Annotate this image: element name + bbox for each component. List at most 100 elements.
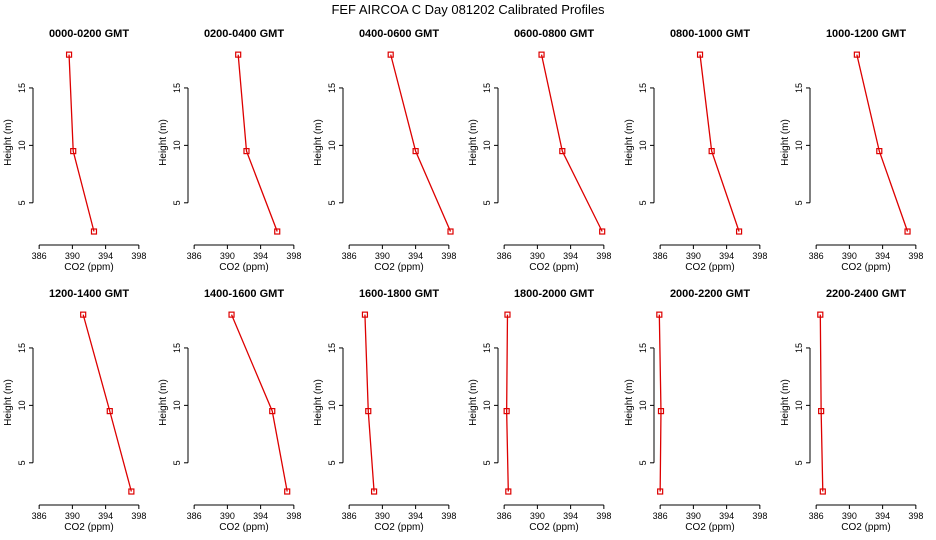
profile-point: [284, 488, 291, 495]
panel-4: 0800-1000 GMT 386 390 394 398 CO2 (ppm) 5 10 15 H…: [624, 28, 767, 273]
profile-point: [696, 51, 704, 58]
y-tick-label: 15: [482, 83, 492, 93]
y-tick-label: 15: [638, 343, 648, 353]
y-tick-label: 5: [794, 460, 804, 465]
x-tick-label: 390: [686, 511, 701, 521]
profile-line: [540, 54, 603, 232]
panel-title: 1000-1200 GMT: [826, 28, 906, 40]
panel-9: 1800-2000 GMT 386 390 394 398 CO2 (ppm) 5 10 15 H…: [468, 288, 611, 533]
y-tick-label: 15: [172, 83, 182, 93]
panel-0: 0000-0200 GMT 386 390 394 398 CO2 (ppm) 5 10 15 H…: [3, 28, 146, 273]
profile-line: [819, 314, 824, 492]
y-tick-label: 15: [482, 343, 492, 353]
profile-point: [243, 148, 250, 155]
profile-point: [853, 51, 860, 58]
x-tick-label: 398: [596, 251, 611, 261]
profile-point: [503, 408, 510, 415]
y-axis-label: Height (m): [624, 119, 635, 166]
x-tick-label: 390: [220, 251, 235, 261]
y-tick-label: 5: [638, 200, 648, 205]
x-tick-label: 394: [253, 511, 268, 521]
panel-2: 0400-0600 GMT 386 390 394 398 CO2 (ppm) 5 10 15 H…: [313, 28, 456, 273]
x-tick-label: 386: [32, 251, 47, 261]
y-tick-label: 5: [327, 460, 337, 465]
profile-point: [818, 408, 825, 415]
y-tick-label: 10: [482, 400, 492, 410]
y-axis-label: Height (m): [468, 119, 479, 166]
profile-point: [365, 408, 372, 415]
x-tick-label: 398: [286, 251, 301, 261]
x-tick-label: 386: [187, 511, 202, 521]
profile-point: [106, 408, 113, 415]
x-tick-label: 386: [342, 251, 357, 261]
profile-point: [657, 488, 664, 495]
y-tick-label: 10: [17, 140, 27, 150]
y-tick-label: 5: [17, 200, 27, 205]
x-tick-label: 386: [187, 251, 202, 261]
x-axis-label: CO2 (ppm): [685, 262, 734, 273]
x-tick-label: 386: [809, 511, 824, 521]
x-tick-label: 390: [842, 251, 857, 261]
x-tick-label: 398: [752, 511, 767, 521]
x-tick-label: 394: [875, 251, 890, 261]
y-axis-label: Height (m): [313, 119, 324, 166]
x-tick-label: 386: [342, 511, 357, 521]
x-tick-label: 394: [719, 511, 734, 521]
y-tick-label: 5: [172, 200, 182, 205]
profile-point: [274, 228, 281, 235]
x-axis-label: CO2 (ppm): [529, 522, 578, 533]
panel-title: 1200-1400 GMT: [49, 288, 129, 300]
y-tick-label: 10: [17, 400, 27, 410]
profile-point: [228, 311, 235, 318]
x-tick-label: 394: [875, 511, 890, 521]
x-tick-label: 390: [530, 511, 545, 521]
y-tick-label: 15: [794, 343, 804, 353]
profile-line: [505, 314, 509, 492]
profile-point: [876, 148, 883, 155]
x-tick-label: 398: [131, 511, 146, 521]
x-tick-label: 390: [375, 511, 390, 521]
x-axis-label: CO2 (ppm): [374, 522, 423, 533]
x-tick-label: 390: [530, 251, 545, 261]
y-tick-label: 15: [327, 343, 337, 353]
x-tick-label: 386: [653, 251, 668, 261]
x-tick-label: 390: [842, 511, 857, 521]
x-tick-label: 386: [497, 251, 512, 261]
profile-point: [559, 148, 566, 155]
y-tick-label: 5: [482, 460, 492, 465]
y-axis-label: Height (m): [624, 379, 635, 426]
panel-5: 1000-1200 GMT 386 390 394 398 CO2 (ppm) 5 10 15 H…: [780, 28, 923, 273]
y-tick-label: 10: [327, 400, 337, 410]
x-tick-label: 386: [653, 511, 668, 521]
y-tick-label: 10: [482, 140, 492, 150]
x-axis-label: CO2 (ppm): [685, 522, 734, 533]
profile-point: [90, 228, 98, 235]
panel-3: 0600-0800 GMT 386 390 394 398 CO2 (ppm) 5 10 15 H…: [468, 28, 611, 273]
x-axis-label: CO2 (ppm): [529, 262, 578, 273]
x-axis-label: CO2 (ppm): [64, 522, 113, 533]
y-axis-label: Height (m): [313, 379, 324, 426]
x-tick-label: 398: [286, 511, 301, 521]
y-tick-label: 15: [172, 343, 182, 353]
profile-point: [370, 488, 378, 495]
panel-title: 1600-1800 GMT: [359, 288, 439, 300]
profile-point: [65, 51, 73, 58]
panel-title: 1400-1600 GMT: [204, 288, 284, 300]
y-tick-label: 10: [327, 140, 337, 150]
y-tick-label: 5: [482, 200, 492, 205]
profile-line: [364, 314, 375, 492]
panel-title: 0800-1000 GMT: [670, 28, 750, 40]
y-axis-label: Height (m): [3, 379, 14, 426]
profile-point: [269, 408, 276, 415]
x-tick-label: 394: [408, 511, 423, 521]
y-axis-label: Height (m): [468, 379, 479, 426]
profile-point: [412, 148, 419, 155]
profile-point: [504, 311, 511, 318]
panel-title: 0400-0600 GMT: [359, 28, 439, 40]
y-tick-label: 10: [638, 140, 648, 150]
panels-container: 0000-0200 GMT 386 390 394 398 CO2 (ppm) 5 10 15 H…: [3, 28, 923, 533]
x-tick-label: 394: [408, 251, 423, 261]
panel-title: 2200-2400 GMT: [826, 288, 906, 300]
y-tick-label: 15: [638, 83, 648, 93]
